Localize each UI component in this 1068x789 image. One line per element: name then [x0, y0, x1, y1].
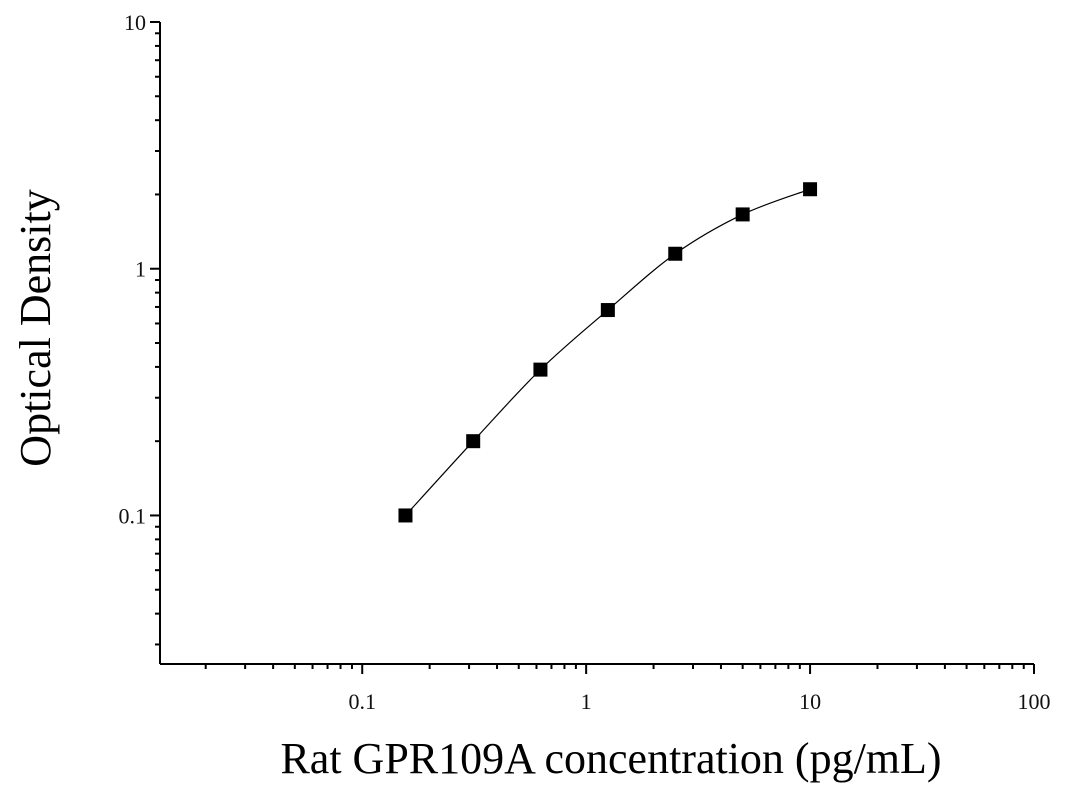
y-tick-label: 1: [135, 257, 146, 282]
data-point: [735, 207, 750, 222]
y-axis-title: Optical Density: [11, 189, 60, 466]
axes: [150, 21, 1035, 674]
y-tick-label: 0.1: [119, 503, 147, 528]
fit-curve-group: [405, 188, 811, 516]
data-point: [600, 303, 615, 318]
x-tick-label: 10: [799, 689, 821, 714]
y-tick-label: 10: [124, 10, 146, 35]
data-point: [533, 362, 548, 377]
x-tick-label: 100: [1018, 689, 1051, 714]
x-tick-label: 0.1: [348, 689, 376, 714]
data-point: [803, 182, 818, 197]
x-tick-label: 1: [581, 689, 592, 714]
fit-curve: [405, 188, 811, 516]
data-point: [466, 434, 481, 449]
data-point: [668, 246, 683, 261]
tick-labels: 0.1 1 10 100 0.1 1 10: [119, 10, 1051, 714]
x-axis-title: Rat GPR109A concentration (pg/mL): [280, 734, 941, 783]
data-point: [398, 508, 413, 523]
data-points: [398, 182, 818, 523]
